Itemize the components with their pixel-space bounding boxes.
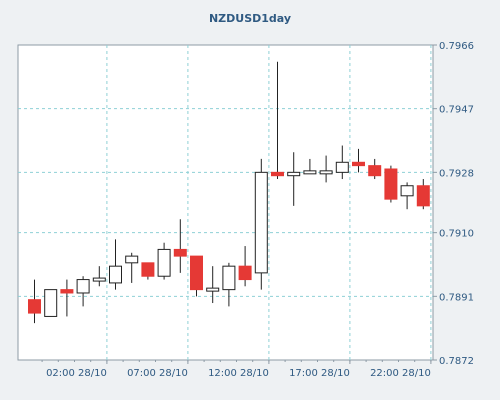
- candle: [190, 255, 203, 297]
- candle-body-up: [319, 170, 333, 175]
- candle: [254, 158, 268, 290]
- candle-body-up: [222, 265, 236, 291]
- candle-body-down: [28, 299, 41, 314]
- candle: [109, 239, 122, 290]
- candle: [76, 276, 90, 307]
- candle: [271, 61, 284, 180]
- candle: [125, 252, 139, 283]
- candle: [92, 266, 106, 287]
- candle: [238, 246, 252, 287]
- candle-body-up: [92, 277, 106, 282]
- x-tick-label: 22:00 28/10: [370, 368, 431, 379]
- candle: [44, 289, 58, 317]
- candle: [416, 179, 430, 210]
- candle: [335, 145, 349, 180]
- candle-body-up: [125, 255, 139, 264]
- candle: [303, 158, 317, 175]
- candle: [141, 262, 155, 280]
- candle: [368, 158, 382, 180]
- candle-body-down: [416, 185, 430, 207]
- x-tick-label: 07:00 28/10: [127, 368, 188, 379]
- chart-title: NZDUSD1day: [209, 12, 291, 25]
- x-tick-label: 02:00 28/10: [46, 368, 107, 379]
- y-tick-label: 0.7910: [439, 229, 474, 240]
- candle-body-up: [254, 171, 268, 274]
- x-tick-label: 17:00 28/10: [289, 368, 350, 379]
- y-tick-label: 0.7872: [439, 356, 474, 367]
- candle-body-up: [335, 161, 349, 173]
- x-tick-label: 12:00 28/10: [208, 368, 269, 379]
- candle-layer: [28, 61, 430, 324]
- candle-body-down: [238, 265, 252, 281]
- candle: [28, 279, 41, 324]
- candle-body-up: [157, 248, 171, 277]
- candle: [319, 155, 333, 183]
- candle-body-down: [190, 255, 203, 291]
- axis-layer: 0.7872 0.7891 0.7910 0.7928 0.7947 0.7966 02:0…: [41, 41, 474, 379]
- candle-body-down: [352, 161, 365, 167]
- candle: [400, 182, 414, 210]
- grid-layer: [18, 45, 433, 360]
- candle: [60, 279, 74, 317]
- candle-body-up: [287, 171, 301, 177]
- candle-body-up: [76, 279, 90, 294]
- candle: [206, 266, 220, 304]
- candle: [173, 219, 187, 273]
- y-tick-label: 0.7891: [439, 292, 474, 303]
- candle-body-up: [109, 265, 122, 284]
- candle: [384, 165, 398, 203]
- candle: [287, 152, 301, 206]
- candle-body-up: [206, 287, 220, 292]
- candle-body-up: [44, 289, 58, 317]
- candle-body-up: [303, 170, 317, 175]
- candle-body-down: [60, 289, 74, 294]
- candle-body-down: [271, 171, 284, 177]
- candle-body-up: [400, 185, 414, 197]
- candle-body-down: [173, 248, 187, 257]
- plot-area: [17, 44, 434, 361]
- y-tick-label: 0.7928: [439, 168, 474, 179]
- candle-body-down: [368, 165, 382, 177]
- candle: [222, 262, 236, 307]
- candle-body-down: [141, 262, 155, 277]
- candle-body-down: [384, 168, 398, 200]
- candle: [352, 148, 365, 173]
- y-tick-label: 0.7966: [439, 41, 474, 52]
- y-tick-label: 0.7947: [439, 105, 474, 116]
- candle: [157, 242, 171, 280]
